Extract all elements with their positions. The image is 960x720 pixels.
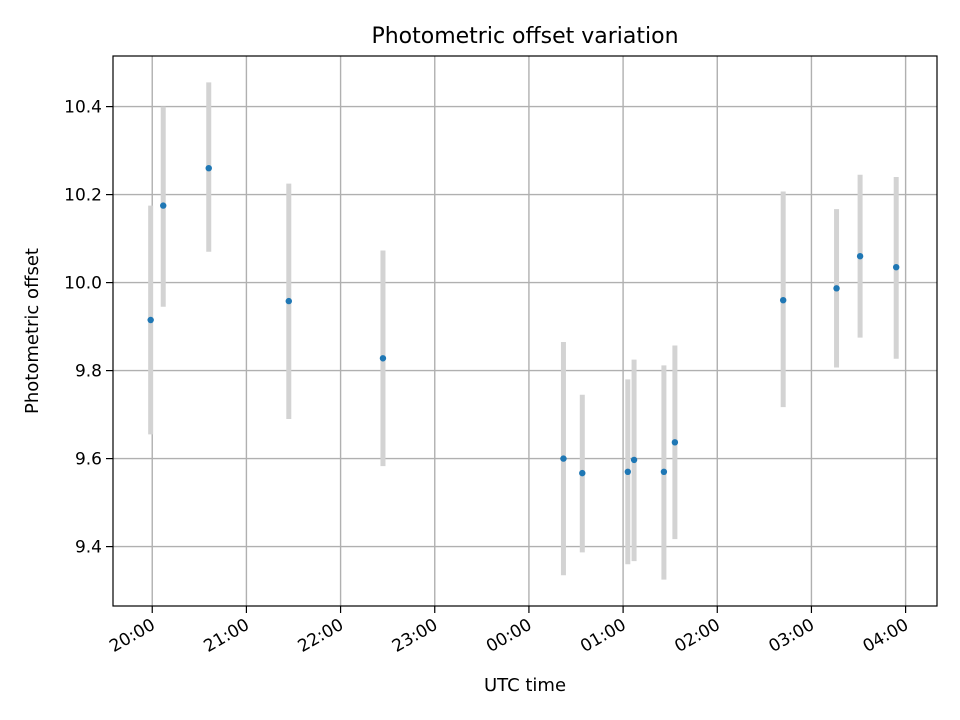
data-point — [147, 316, 154, 324]
grid — [113, 56, 937, 606]
y-tick-label: 9.8 — [75, 362, 102, 382]
data-point — [379, 355, 387, 362]
data-point — [856, 253, 864, 260]
y-tick-label: 9.4 — [75, 538, 102, 558]
data-point — [560, 455, 567, 462]
data-point — [833, 285, 840, 292]
chart-title: Photometric offset variation — [371, 24, 678, 49]
y-tick-label: 10.2 — [64, 186, 102, 206]
data-point — [579, 469, 586, 477]
y-tick-label: 9.6 — [75, 450, 102, 470]
plot-frame — [112, 55, 938, 607]
data-point — [779, 297, 787, 304]
x-axis-label: UTC time — [484, 675, 566, 696]
data-point — [630, 456, 638, 464]
data-point — [160, 202, 167, 209]
y-axis-label: Photometric offset — [22, 248, 43, 414]
data-point — [624, 468, 632, 475]
data-point — [660, 468, 668, 475]
y-tick-label: 10.4 — [64, 98, 102, 118]
data-point — [892, 264, 900, 271]
data-point — [671, 439, 679, 446]
y-tick-label: 10.0 — [64, 274, 102, 294]
data-point — [205, 165, 212, 172]
data-points — [147, 165, 900, 477]
y-axis: 9.4 9.6 9.8 10.0 10.2 10.4 — [64, 98, 113, 558]
data-point — [285, 297, 292, 305]
